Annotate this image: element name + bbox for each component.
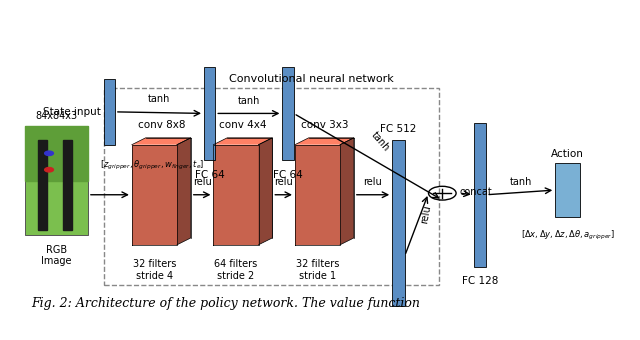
Text: conv 4x4: conv 4x4 — [219, 120, 267, 130]
Text: relu: relu — [364, 177, 382, 187]
Text: relu: relu — [275, 177, 293, 187]
Text: tanh: tanh — [509, 177, 532, 187]
Text: relu: relu — [193, 177, 211, 187]
Polygon shape — [132, 138, 191, 145]
Bar — [104, 88, 439, 286]
Circle shape — [45, 168, 54, 172]
Bar — [474, 123, 486, 267]
Bar — [556, 164, 580, 217]
Text: $[\Delta x, \Delta y, \Delta z, \Delta\theta, a_{gripper}]$: $[\Delta x, \Delta y, \Delta z, \Delta\t… — [521, 229, 614, 242]
Text: conv 3x3: conv 3x3 — [301, 120, 348, 130]
Polygon shape — [295, 138, 354, 145]
Bar — [25, 126, 88, 181]
Text: relu: relu — [419, 204, 433, 225]
Text: 84x84x3: 84x84x3 — [35, 111, 77, 121]
Text: FC 64: FC 64 — [273, 170, 303, 180]
Text: FC 64: FC 64 — [195, 170, 225, 180]
Bar — [25, 126, 88, 235]
Bar — [204, 67, 215, 160]
Polygon shape — [177, 138, 191, 245]
Text: FC 128: FC 128 — [461, 276, 498, 286]
Text: conv 8x8: conv 8x8 — [138, 120, 185, 130]
Bar — [295, 145, 340, 245]
Polygon shape — [340, 138, 354, 245]
Text: $[z_{gripper}, \theta_{gripper}, w_{finger}, t_e]$: $[z_{gripper}, \theta_{gripper}, w_{fing… — [100, 159, 205, 172]
Text: Fig. 2: Architecture of the policy network. The value function: Fig. 2: Architecture of the policy netwo… — [31, 298, 420, 310]
Text: 64 filters
stride 2: 64 filters stride 2 — [214, 259, 257, 281]
Bar — [38, 140, 47, 230]
Text: RGB
Image: RGB Image — [42, 245, 72, 267]
Text: tanh: tanh — [237, 96, 260, 106]
Polygon shape — [259, 138, 273, 245]
Bar — [213, 145, 259, 245]
Text: Action: Action — [551, 149, 584, 159]
Bar — [132, 145, 177, 245]
Polygon shape — [213, 138, 273, 145]
Text: Convolutional neural network: Convolutional neural network — [229, 74, 394, 84]
Text: tanh: tanh — [369, 130, 392, 154]
Text: 32 filters
stride 4: 32 filters stride 4 — [132, 259, 176, 281]
Text: tanh: tanh — [148, 94, 171, 104]
Bar — [392, 140, 404, 306]
Circle shape — [45, 151, 54, 155]
Bar — [104, 79, 115, 145]
Bar — [63, 140, 72, 230]
Text: concat: concat — [460, 187, 492, 197]
Text: 32 filters
stride 1: 32 filters stride 1 — [296, 259, 339, 281]
Text: FC 512: FC 512 — [380, 124, 417, 134]
Bar — [282, 67, 294, 160]
Text: State input: State input — [43, 107, 100, 117]
